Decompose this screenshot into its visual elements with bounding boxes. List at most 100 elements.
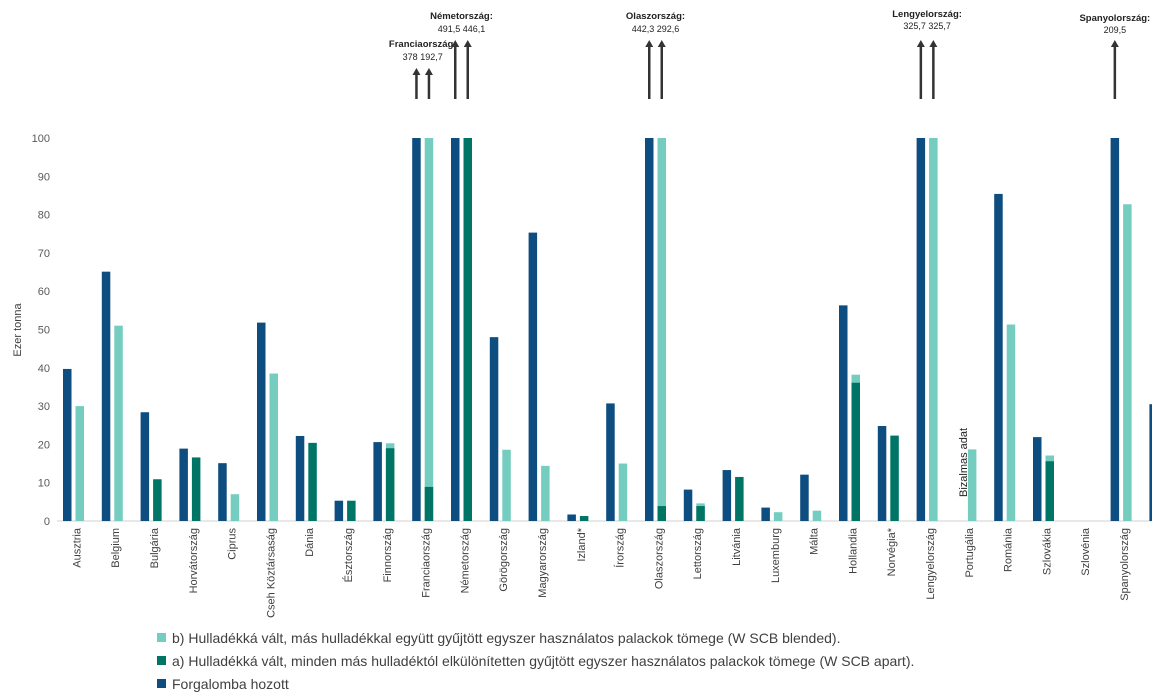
bar-placed-norvegia (877, 426, 887, 521)
overflow-values-franciaorszag: 378 192,7 (403, 52, 443, 62)
bar-apart-norvegia (890, 435, 899, 521)
x-tick-label: Belgium (110, 528, 122, 568)
bar-blended-belgium (114, 325, 123, 521)
bar-blended-irorszag (618, 463, 628, 521)
overflow-arrow-head-franciaorszag (412, 68, 421, 75)
bar-placed-svedorszag (1149, 404, 1152, 521)
legend-swatch-blended (157, 633, 166, 642)
overflow-values-olaszorszag: 442,3 292,6 (632, 24, 680, 34)
x-tick-label: Norvégia* (886, 527, 898, 576)
x-tick-label: Dánia (304, 527, 316, 557)
x-tick-label: Lettország (692, 528, 704, 579)
bar-apart-hollandia (851, 382, 860, 521)
y-tick-label: 80 (38, 210, 50, 222)
y-tick-label: 20 (38, 439, 50, 451)
x-tick-label: Finnország (382, 528, 394, 582)
bar-placed-lettorszag (683, 489, 693, 521)
overflow-label-olaszorszag: Olaszország: (626, 11, 685, 22)
bar-placed-esztorszag (334, 500, 344, 521)
overflow-arrow-head-nemetorszag (451, 40, 460, 47)
x-tick-label: Olaszország (653, 528, 665, 589)
x-tick-label: Portugália (964, 527, 976, 577)
overflow-label-lengyelorszag: Lengyelország: (892, 9, 962, 20)
x-tick-label: Ausztria (71, 527, 83, 568)
x-tick-label: Szlovákia (1041, 527, 1053, 575)
bar-apart-szlovakia (1045, 461, 1054, 521)
legend-label-apart: a) Hulladékká vált, minden más hulladékt… (172, 652, 915, 669)
overflow-arrow-head-lengyelorszag (929, 40, 938, 47)
bar-blended-luxemburg (773, 512, 783, 521)
y-tick-label: 70 (38, 248, 50, 260)
overflow-arrow-head-olaszorszag (645, 40, 654, 47)
y-tick-label: 30 (38, 401, 50, 413)
x-tick-label: Horvátország (188, 528, 200, 593)
x-tick-label: Németország (459, 528, 471, 593)
bar-apart-nemetorszag (463, 138, 472, 521)
bar-placed-ciprus (218, 463, 227, 521)
bar-placed-olaszorszag (645, 138, 654, 521)
bar-placed-nemetorszag (451, 138, 460, 521)
x-tick-label: Románia (1003, 527, 1015, 572)
bar-placed-izland (567, 514, 576, 521)
bar-blended-ausztria (75, 406, 84, 521)
x-tick-label: Franciaország (421, 528, 433, 598)
bar-placed-szlovakia (1033, 437, 1042, 521)
x-tick-label: Luxemburg (770, 528, 782, 583)
bar-placed-finnorszag (373, 442, 382, 521)
bar-blended-ciprus (230, 494, 240, 521)
x-tick-label: Ciprus (227, 528, 239, 560)
y-tick-label: 10 (38, 478, 50, 490)
bar-apart-finnorszag (385, 448, 395, 521)
overflow-values-lengyelorszag: 325,7 325,7 (903, 21, 951, 31)
bar-placed-lengyelorszag (916, 138, 926, 521)
bar-blended-romania (1006, 324, 1016, 521)
bar-blended-magyarorszag (541, 465, 550, 521)
bar-placed-horvatorszag (179, 448, 188, 521)
bar-placed-ausztria (63, 368, 72, 521)
overflow-arrow-head-spanyolorszag (1110, 40, 1119, 47)
x-tick-label: Szlovénia (1080, 527, 1092, 576)
bar-chart: Ezer tonna 0 10 20 30 40 50 60 70 80 90 100 Ausztria… (12, 9, 1152, 618)
x-tick-label: Magyarország (537, 528, 549, 598)
overflow-arrow-head-lengyelorszag (916, 40, 925, 47)
y-tick-label: 60 (38, 286, 50, 298)
bar-apart-dania (308, 442, 317, 521)
x-tick-label: Hollandia (847, 527, 859, 574)
y-tick-label: 50 (38, 325, 50, 337)
bar-apart-olaszorszag (657, 506, 666, 521)
legend-swatch-apart (157, 656, 166, 665)
x-tick-label: Spanyolország (1119, 528, 1131, 601)
bar-apart-lettorszag (696, 506, 705, 521)
bar-apart-horvatorszag (191, 457, 201, 521)
x-tick-label: Görögország (498, 528, 510, 592)
x-tick-label: Cseh Köztársaság (265, 528, 277, 618)
legend-item-apart: a) Hulladékká vált, minden más hulladékt… (157, 649, 914, 672)
overflow-label-spanyolorszag: Spanyolország: (1079, 13, 1150, 24)
bar-placed-franciaorszag (412, 138, 421, 521)
bar-apart-esztorszag (347, 500, 356, 521)
bar-apart-izland (579, 516, 589, 521)
bar-blended-franciaorszag (424, 138, 434, 521)
bar-blended-olaszorszag (657, 138, 666, 521)
x-tick-label: Lengyelország (925, 528, 937, 600)
bar-blended-malta (812, 510, 822, 521)
legend-item-placed: Forgalomba hozott (157, 672, 914, 695)
legend-swatch-placed (157, 679, 166, 688)
bar-placed-luxemburg (761, 507, 770, 521)
y-tick-label: 40 (38, 363, 50, 375)
x-tick-label: Észtország (342, 528, 355, 582)
overflow-values-nemetorszag: 491,5 446,1 (438, 24, 486, 34)
bar-apart-litvania (735, 476, 744, 521)
bar-blended-gorogorszag (502, 449, 511, 521)
bar-placed-cseh-koztarsasag (257, 322, 266, 521)
overflow-label-franciaorszag: Franciaország: (389, 39, 457, 50)
bar-blended-portugalia (967, 449, 977, 521)
bar-placed-irorszag (606, 403, 615, 521)
bar-placed-bulgaria (140, 412, 150, 521)
bar-placed-romania (994, 193, 1003, 521)
bar-blended-cseh-koztarsasag (269, 373, 278, 521)
x-tick-label: Izland* (576, 527, 588, 561)
bar-placed-hollandia (839, 305, 848, 521)
bar-blended-spanyolorszag (1123, 204, 1132, 521)
bar-blended-lengyelorszag (929, 138, 938, 521)
